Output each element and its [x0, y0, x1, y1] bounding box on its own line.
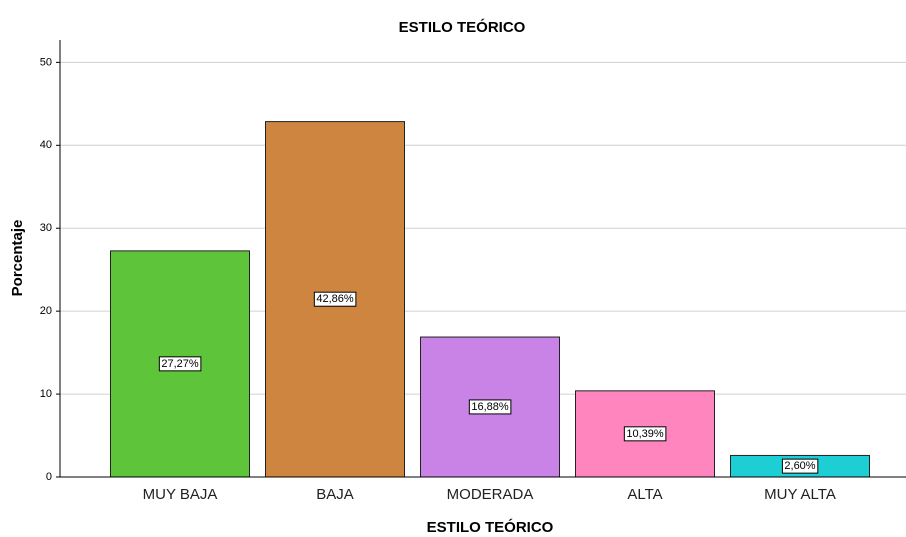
- value-label-box: [158, 356, 202, 372]
- value-label-box: [623, 426, 667, 442]
- x-tick-label: ALTA: [627, 486, 662, 503]
- y-tick-label: 30: [40, 222, 52, 234]
- x-tick-label: MODERADA: [447, 486, 534, 503]
- x-tick-label: MUY ALTA: [764, 486, 836, 503]
- value-label-box: [781, 458, 819, 474]
- value-label-box: [468, 399, 512, 415]
- chart-title: ESTILO TEÓRICO: [399, 18, 526, 36]
- value-label: 42,86%: [316, 293, 354, 305]
- y-tick-label: 20: [40, 305, 52, 317]
- x-tick-label: BAJA: [316, 486, 354, 503]
- value-label: 16,88%: [471, 401, 509, 413]
- y-axis-label: Porcentaje: [9, 220, 26, 297]
- value-label: 10,39%: [626, 428, 664, 440]
- y-tick-label: 10: [40, 388, 52, 400]
- y-tick-label: 0: [46, 471, 52, 483]
- value-label-box: [313, 291, 357, 307]
- y-tick-label: 50: [40, 56, 52, 68]
- value-label: 27,27%: [161, 358, 199, 370]
- x-tick-label: MUY BAJA: [143, 486, 218, 503]
- y-tick-label: 40: [40, 139, 52, 151]
- x-axis-label: ESTILO TEÓRICO: [427, 518, 554, 536]
- value-label: 2,60%: [784, 460, 815, 472]
